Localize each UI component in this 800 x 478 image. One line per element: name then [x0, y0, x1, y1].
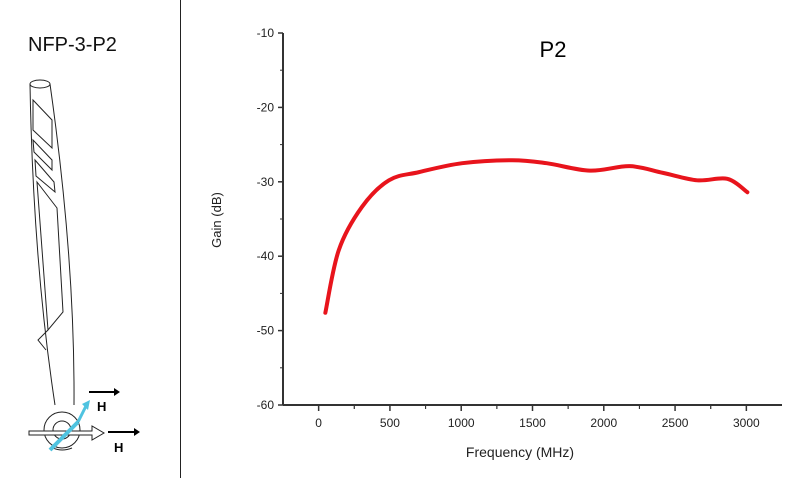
field-label-bottom: H	[114, 440, 123, 455]
x-axis-label: Frequency (MHz)	[466, 444, 574, 460]
field-label-top: H	[97, 399, 106, 414]
y-tick-label: -60	[257, 398, 275, 412]
panel-divider	[180, 0, 181, 478]
gain-series-line	[323, 158, 750, 315]
probe-loop	[43, 411, 81, 449]
x-tick-label: 2000	[590, 416, 617, 430]
x-tick-label: 3000	[733, 416, 760, 430]
x-tick-label: 500	[380, 416, 400, 430]
x-tick-label: 2500	[662, 416, 689, 430]
y-tick-label: -10	[257, 26, 275, 40]
y-axis-label: Gain (dB)	[209, 192, 224, 248]
x-tick-label: 0	[315, 416, 322, 430]
x-tick-label: 1000	[448, 416, 475, 430]
antenna-label: NFP-3-P2	[28, 34, 117, 56]
y-tick-label: -20	[257, 100, 275, 114]
probe-body	[29, 83, 75, 406]
chart-title: P2	[540, 37, 567, 62]
y-tick-label: -30	[257, 175, 275, 189]
x-tick-label: 1500	[519, 416, 546, 430]
y-tick-label: -40	[257, 249, 275, 263]
y-tick-label: -50	[257, 324, 275, 338]
antenna-probe-illustration: H H	[28, 79, 140, 455]
